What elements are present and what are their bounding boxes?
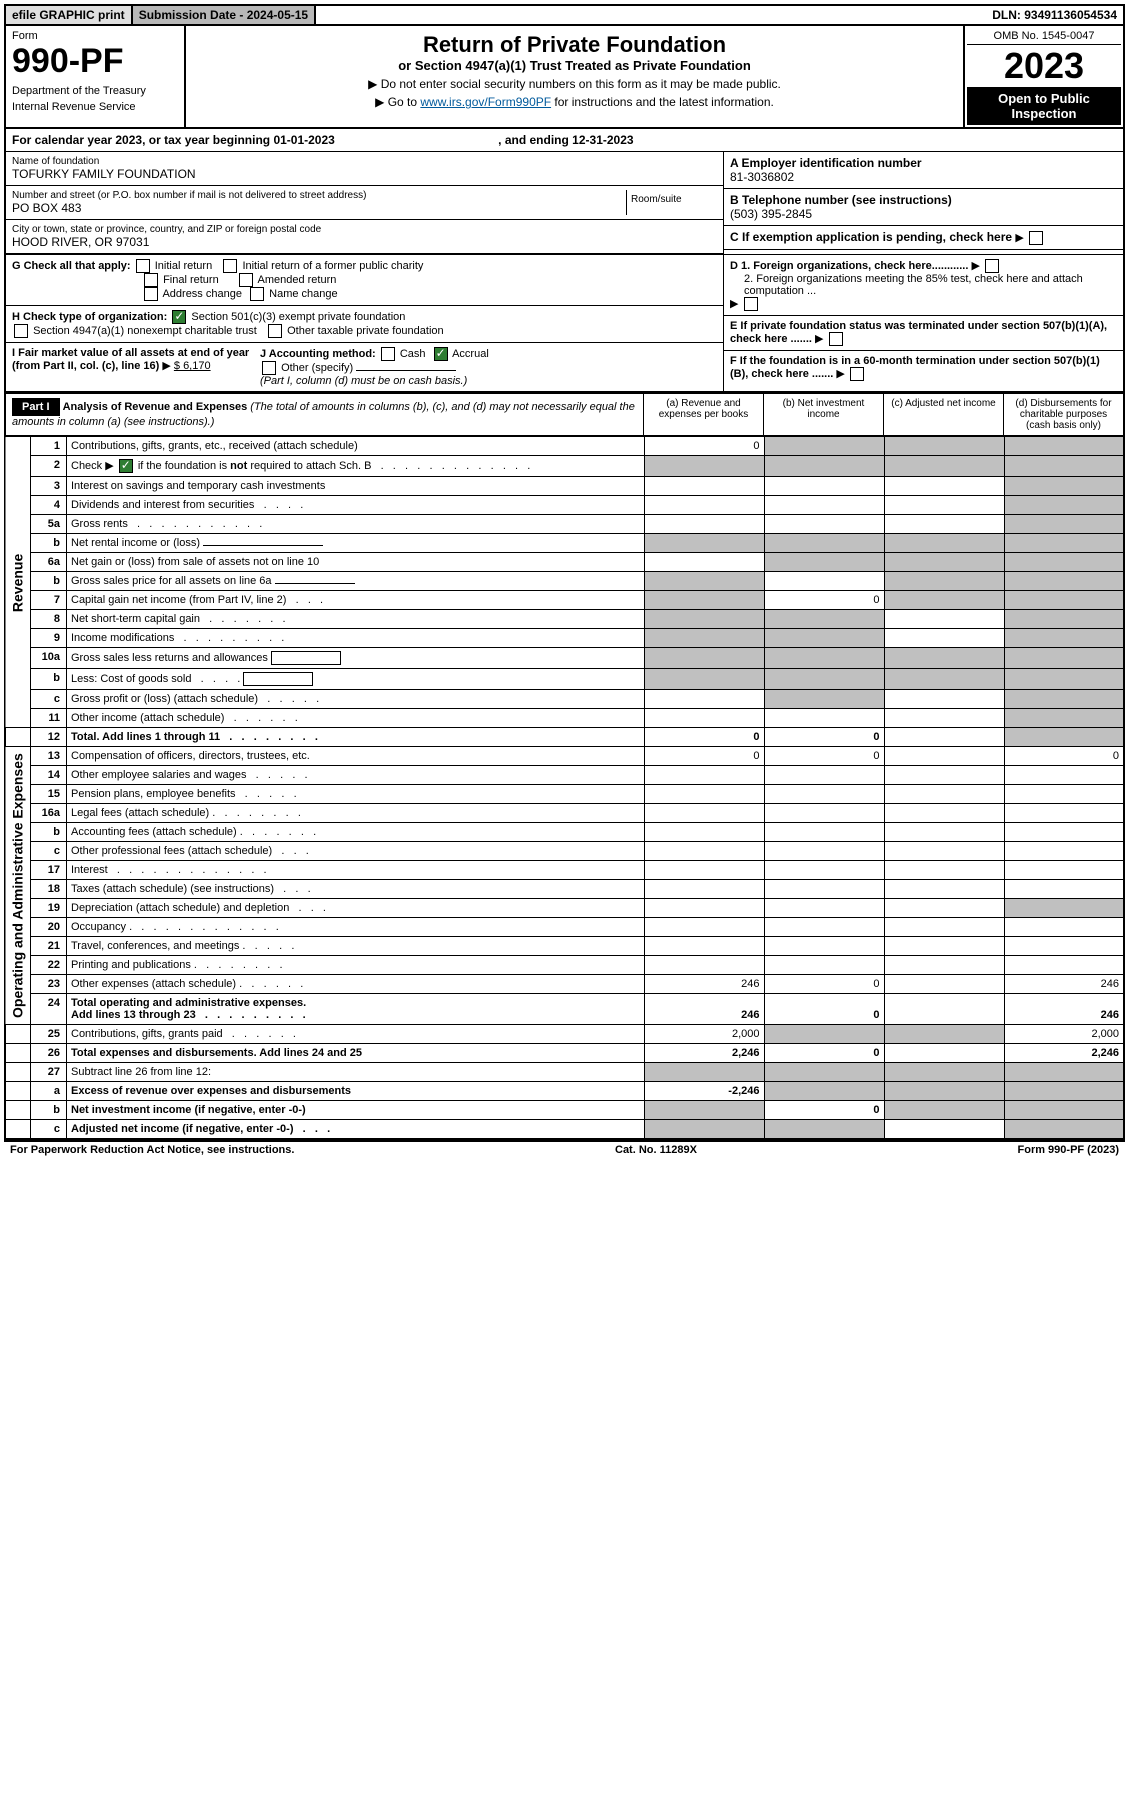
cash-checkbox[interactable] (381, 347, 395, 361)
phone-value: (503) 395-2845 (730, 207, 1117, 221)
top-bar: efile GRAPHIC print Submission Date - 20… (4, 4, 1125, 26)
cat-number: Cat. No. 11289X (615, 1144, 697, 1156)
fmv-value: $ 6,170 (174, 360, 211, 372)
initial-return-checkbox[interactable] (136, 259, 150, 273)
c-checkbox[interactable] (1029, 231, 1043, 245)
4947-checkbox[interactable] (14, 324, 28, 338)
part1-header-row: Part I Analysis of Revenue and Expenses … (4, 392, 1125, 436)
d1-label: D 1. Foreign organizations, check here..… (730, 260, 968, 272)
tax-year: 2023 (967, 45, 1121, 87)
phone-label: B Telephone number (see instructions) (730, 193, 1117, 207)
note-ssn: ▶ Do not enter social security numbers o… (192, 77, 957, 91)
501c3-checkbox[interactable] (172, 310, 186, 324)
d2-label: 2. Foreign organizations meeting the 85%… (730, 273, 1117, 297)
c-label: C If exemption application is pending, c… (730, 230, 1012, 244)
f-checkbox[interactable] (850, 367, 864, 381)
entity-info: Name of foundation TOFURKY FAMILY FOUNDA… (4, 152, 1125, 255)
ein-label: A Employer identification number (730, 156, 1117, 170)
d2-checkbox[interactable] (744, 297, 758, 311)
revenue-side-label: Revenue (5, 437, 31, 728)
form-number: 990-PF (12, 42, 178, 81)
dept-treasury: Department of the Treasury (12, 85, 178, 97)
omb-number: OMB No. 1545-0047 (967, 28, 1121, 45)
cash-basis-note: (Part I, column (d) must be on cash basi… (260, 375, 467, 387)
d1-checkbox[interactable] (985, 259, 999, 273)
irs-label: Internal Revenue Service (12, 101, 178, 113)
form-ref: Form 990-PF (2023) (1018, 1144, 1119, 1156)
page-footer: For Paperwork Reduction Act Notice, see … (4, 1140, 1125, 1158)
efile-print-button[interactable]: efile GRAPHIC print (6, 6, 133, 24)
part1-table: Revenue 1Contributions, gifts, grants, e… (4, 436, 1125, 1140)
schb-checkbox[interactable] (119, 459, 133, 473)
room-suite-label: Room/suite (627, 190, 717, 215)
name-change-checkbox[interactable] (250, 287, 264, 301)
col-d-header: (d) Disbursements for charitable purpose… (1003, 394, 1123, 435)
section-j-label: J Accounting method: (260, 348, 376, 360)
addr-label: Number and street (or P.O. box number if… (12, 190, 626, 201)
note-link: ▶ Go to www.irs.gov/Form990PF for instru… (192, 95, 957, 109)
form-label: Form (12, 30, 178, 42)
accrual-checkbox[interactable] (434, 347, 448, 361)
open-inspection: Open to Public Inspection (967, 87, 1121, 125)
part1-badge: Part I (12, 398, 60, 416)
amended-checkbox[interactable] (239, 273, 253, 287)
calendar-year-row: For calendar year 2023, or tax year begi… (4, 129, 1125, 152)
paperwork-notice: For Paperwork Reduction Act Notice, see … (10, 1144, 294, 1156)
name-label: Name of foundation (12, 156, 717, 167)
form-header: Form 990-PF Department of the Treasury I… (4, 26, 1125, 129)
form-subtitle: or Section 4947(a)(1) Trust Treated as P… (192, 58, 957, 73)
other-taxable-checkbox[interactable] (268, 324, 282, 338)
section-g: G Check all that apply: Initial return I… (6, 255, 723, 306)
submission-date: Submission Date - 2024-05-15 (133, 6, 316, 24)
e-checkbox[interactable] (829, 332, 843, 346)
foundation-city: HOOD RIVER, OR 97031 (12, 235, 717, 249)
section-h: H Check type of organization: Section 50… (6, 306, 723, 343)
section-i-label: I Fair market value of all assets at end… (12, 347, 249, 372)
final-return-checkbox[interactable] (144, 273, 158, 287)
part1-heading: Analysis of Revenue and Expenses (63, 401, 248, 413)
form-title: Return of Private Foundation (192, 32, 957, 58)
other-method-checkbox[interactable] (262, 361, 276, 375)
e-label: E If private foundation status was termi… (730, 320, 1107, 345)
address-change-checkbox[interactable] (144, 287, 158, 301)
check-sections: G Check all that apply: Initial return I… (4, 255, 1125, 392)
city-label: City or town, state or province, country… (12, 224, 717, 235)
col-c-header: (c) Adjusted net income (883, 394, 1003, 435)
f-label: F If the foundation is in a 60-month ter… (730, 355, 1100, 380)
col-a-header: (a) Revenue and expenses per books (643, 394, 763, 435)
foundation-addr: PO BOX 483 (12, 201, 626, 215)
initial-former-checkbox[interactable] (223, 259, 237, 273)
expenses-side-label: Operating and Administrative Expenses (5, 747, 31, 1025)
irs-link[interactable]: www.irs.gov/Form990PF (420, 95, 551, 109)
col-b-header: (b) Net investment income (763, 394, 883, 435)
foundation-name: TOFURKY FAMILY FOUNDATION (12, 167, 717, 181)
ein-value: 81-3036802 (730, 170, 1117, 184)
dln-number: DLN: 93491136054534 (986, 6, 1123, 24)
